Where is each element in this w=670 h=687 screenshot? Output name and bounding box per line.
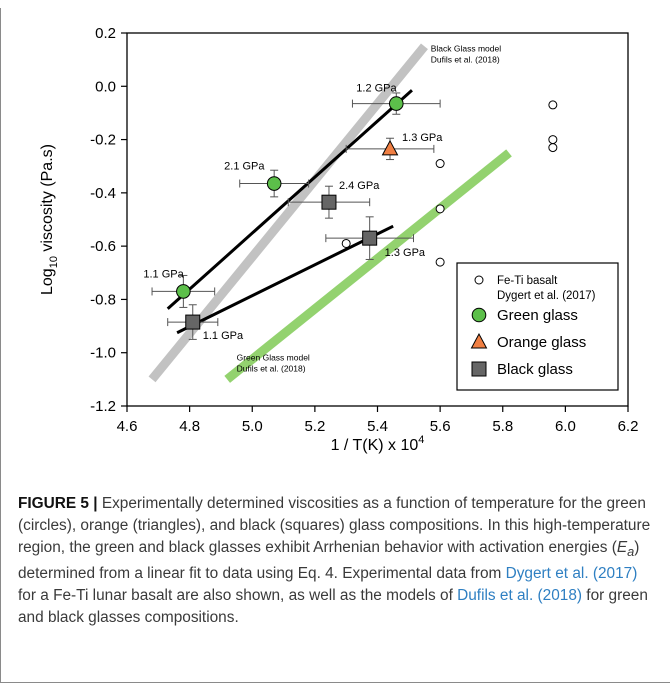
legend-label-ref: Dygert et al. (2017) — [497, 290, 596, 302]
x-tick-label: 5.2 — [304, 418, 325, 435]
point-label: 2.4 GPa — [339, 180, 380, 192]
axis-ticks — [121, 32, 629, 412]
caption-text-3: for a Fe-Ti lunar basalt are also shown,… — [18, 587, 458, 605]
y-tick-label: -0.4 — [90, 185, 116, 202]
green-glass-point — [266, 176, 282, 191]
y-axis-label: Log10 viscosity (Pa.s) — [39, 144, 60, 295]
point-labels: 1.1 GPa 2.1 GPa 1.2 GPa 1.3 GPa 1.1 GPa 2.4 G… — [143, 83, 443, 342]
data-points — [176, 96, 558, 330]
basalt-point — [435, 257, 445, 267]
fit-line — [176, 224, 394, 335]
x-tick-label: 5.0 — [242, 418, 263, 435]
figure-caption: FIGURE 5 | Experimentally determined vis… — [18, 493, 654, 629]
orange-glass-point — [470, 332, 488, 349]
basalt-point — [435, 204, 445, 214]
green-glass-model-line — [224, 149, 512, 383]
caption-lead: FIGURE 5 | — [18, 495, 98, 512]
legend-label: Black glass — [497, 361, 573, 378]
x-axis-label: 1 / T(K) x 104 — [331, 434, 425, 454]
basalt-point — [435, 159, 445, 169]
caption-ea: E — [616, 539, 628, 556]
error-bars — [151, 92, 441, 340]
legend-label: Green glass — [497, 307, 578, 324]
x-tick-label: 4.8 — [179, 418, 200, 435]
green-glass-point — [176, 284, 191, 299]
black-glass-model-label: Black Glass model — [431, 44, 501, 54]
green-glass-model-label: Green Glass model — [237, 353, 310, 363]
point-label: 1.3 GPa — [385, 247, 426, 259]
black-glass-point — [362, 230, 378, 246]
legend-label: Fe-Ti basalt — [497, 275, 558, 287]
basalt-point — [474, 275, 484, 285]
basalt-point — [548, 100, 558, 110]
x-tick-label: 5.6 — [430, 418, 451, 435]
black-glass-point — [185, 314, 201, 330]
legend: Fe-Ti basalt Dygert et al. (2017) Green gl… — [456, 262, 619, 391]
caption-citation-dufils[interactable]: Dufils et al. (2018) — [457, 587, 583, 605]
legend-label: Orange glass — [497, 334, 586, 351]
y-tick-label: 0.0 — [95, 78, 116, 95]
point-label: 1.1 GPa — [143, 268, 184, 280]
green-glass-point — [388, 96, 404, 111]
caption-citation-dygert[interactable]: Dygert et al. (2017) — [505, 565, 638, 583]
x-tick-label: 6.2 — [618, 418, 639, 435]
caption-text-1: Experimentally determined viscosities as… — [18, 495, 651, 556]
caption-text-2: ) determined from a linear fit to data u… — [18, 539, 640, 583]
fit-lines — [166, 89, 413, 335]
x-tick-label: 6.0 — [555, 418, 576, 435]
point-label: 1.3 GPa — [402, 132, 443, 144]
black-glass-point — [471, 361, 487, 377]
basalt-point — [548, 135, 558, 145]
x-tick-label: 5.4 — [367, 418, 388, 435]
caption-text-4: for green and black glasses compositions… — [18, 587, 648, 627]
tick-labels: 4.6 4.8 5.0 5.2 5.4 5.6 5.8 6.0 6.2 0.2 0.0 -0.2 -0.… — [90, 25, 638, 435]
caption-ea-sub: a — [627, 544, 635, 560]
point-label: 1.1 GPa — [203, 330, 244, 342]
x-tick-label: 4.6 — [117, 418, 138, 435]
green-glass-point — [471, 307, 487, 323]
y-tick-label: -1.0 — [90, 345, 116, 362]
y-tick-label: 0.2 — [95, 25, 116, 42]
black-glass-point — [321, 194, 337, 210]
y-tick-label: -0.6 — [90, 238, 116, 255]
y-tick-label: -0.2 — [90, 132, 116, 149]
orange-glass-point — [381, 139, 399, 156]
y-tick-label: -1.2 — [90, 398, 116, 415]
green-glass-model-label-ref: Dufils et al. (2018) — [237, 364, 306, 374]
point-label: 1.2 GPa — [356, 83, 397, 95]
point-label: 2.1 GPa — [224, 161, 265, 173]
basalt-point — [341, 238, 351, 248]
basalt-point — [548, 143, 558, 153]
y-tick-label: -0.8 — [90, 291, 116, 308]
x-tick-label: 5.8 — [492, 418, 513, 435]
black-glass-model-label-ref: Dufils et al. (2018) — [431, 55, 500, 65]
fit-line — [166, 89, 413, 310]
